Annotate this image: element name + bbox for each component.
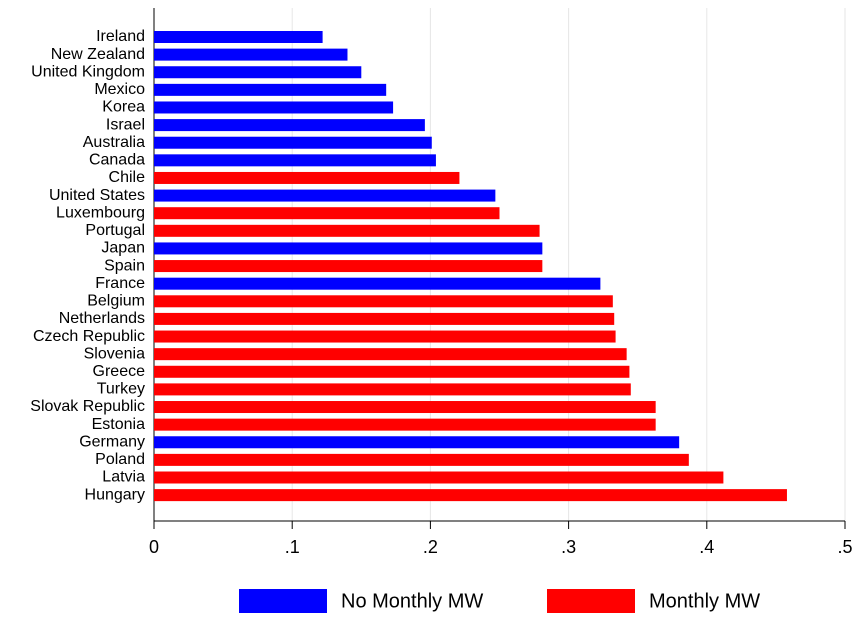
y-tick-label: Netherlands <box>59 310 145 327</box>
legend-swatch <box>239 589 327 613</box>
y-tick-label: Japan <box>101 240 145 257</box>
bar <box>154 471 724 484</box>
legend-label: No Monthly MW <box>341 590 483 612</box>
bar <box>154 154 436 167</box>
bar <box>154 31 323 43</box>
bar <box>154 242 543 255</box>
bar <box>154 136 432 149</box>
y-tick-label: Poland <box>95 451 145 468</box>
y-tick-label: United States <box>49 187 145 204</box>
x-tick-label: .2 <box>423 537 438 557</box>
y-tick-label: Portugal <box>85 222 145 239</box>
y-tick-label: Mexico <box>94 81 145 98</box>
y-tick-label: Israel <box>106 116 145 133</box>
bar <box>154 101 394 114</box>
bar <box>154 453 689 466</box>
y-tick-label: Slovak Republic <box>30 398 145 415</box>
x-tick-label: .4 <box>699 537 714 557</box>
y-tick-label: Germany <box>79 433 145 450</box>
bar <box>154 312 615 325</box>
x-tick-label: 0 <box>149 537 159 557</box>
bar <box>154 401 656 414</box>
y-tick-label: Estonia <box>92 416 145 433</box>
y-tick-label: Chile <box>109 169 146 186</box>
y-tick-label: Belgium <box>87 293 145 310</box>
y-tick-label: Korea <box>102 99 145 116</box>
bar <box>154 418 656 431</box>
x-tick-label: .3 <box>561 537 576 557</box>
bar <box>154 260 543 273</box>
y-tick-label: Luxembourg <box>56 204 145 221</box>
bar <box>154 436 680 449</box>
bar <box>154 189 496 202</box>
legend-label: Monthly MW <box>649 590 760 612</box>
y-tick-label: Greece <box>93 363 146 380</box>
y-tick-label: Spain <box>104 257 145 274</box>
bar <box>154 66 362 79</box>
y-tick-label: Canada <box>89 152 145 169</box>
bar <box>154 48 348 61</box>
y-tick-label: Czech Republic <box>33 328 145 345</box>
bar <box>154 295 613 308</box>
x-tick-label: .1 <box>285 537 300 557</box>
bar <box>154 171 460 184</box>
bar <box>154 348 627 361</box>
bar <box>154 330 616 343</box>
bar <box>154 119 425 132</box>
y-tick-label: Turkey <box>97 381 145 398</box>
y-tick-label: New Zealand <box>51 46 145 63</box>
y-tick-label: Slovenia <box>84 345 145 362</box>
y-tick-label: United Kingdom <box>31 63 145 80</box>
y-tick-label: Hungary <box>85 486 145 503</box>
x-tick-label: .5 <box>837 537 852 557</box>
y-tick-label: Latvia <box>102 469 145 486</box>
legend-swatch <box>547 589 635 613</box>
bar <box>154 365 630 378</box>
bar <box>154 207 500 220</box>
bar <box>154 383 631 396</box>
bar <box>154 224 540 237</box>
bar <box>154 83 387 96</box>
y-tick-label: Ireland <box>96 28 145 45</box>
y-tick-label: France <box>95 275 145 292</box>
bar <box>154 489 787 502</box>
y-tick-label: Australia <box>83 134 145 151</box>
bar <box>154 277 601 290</box>
